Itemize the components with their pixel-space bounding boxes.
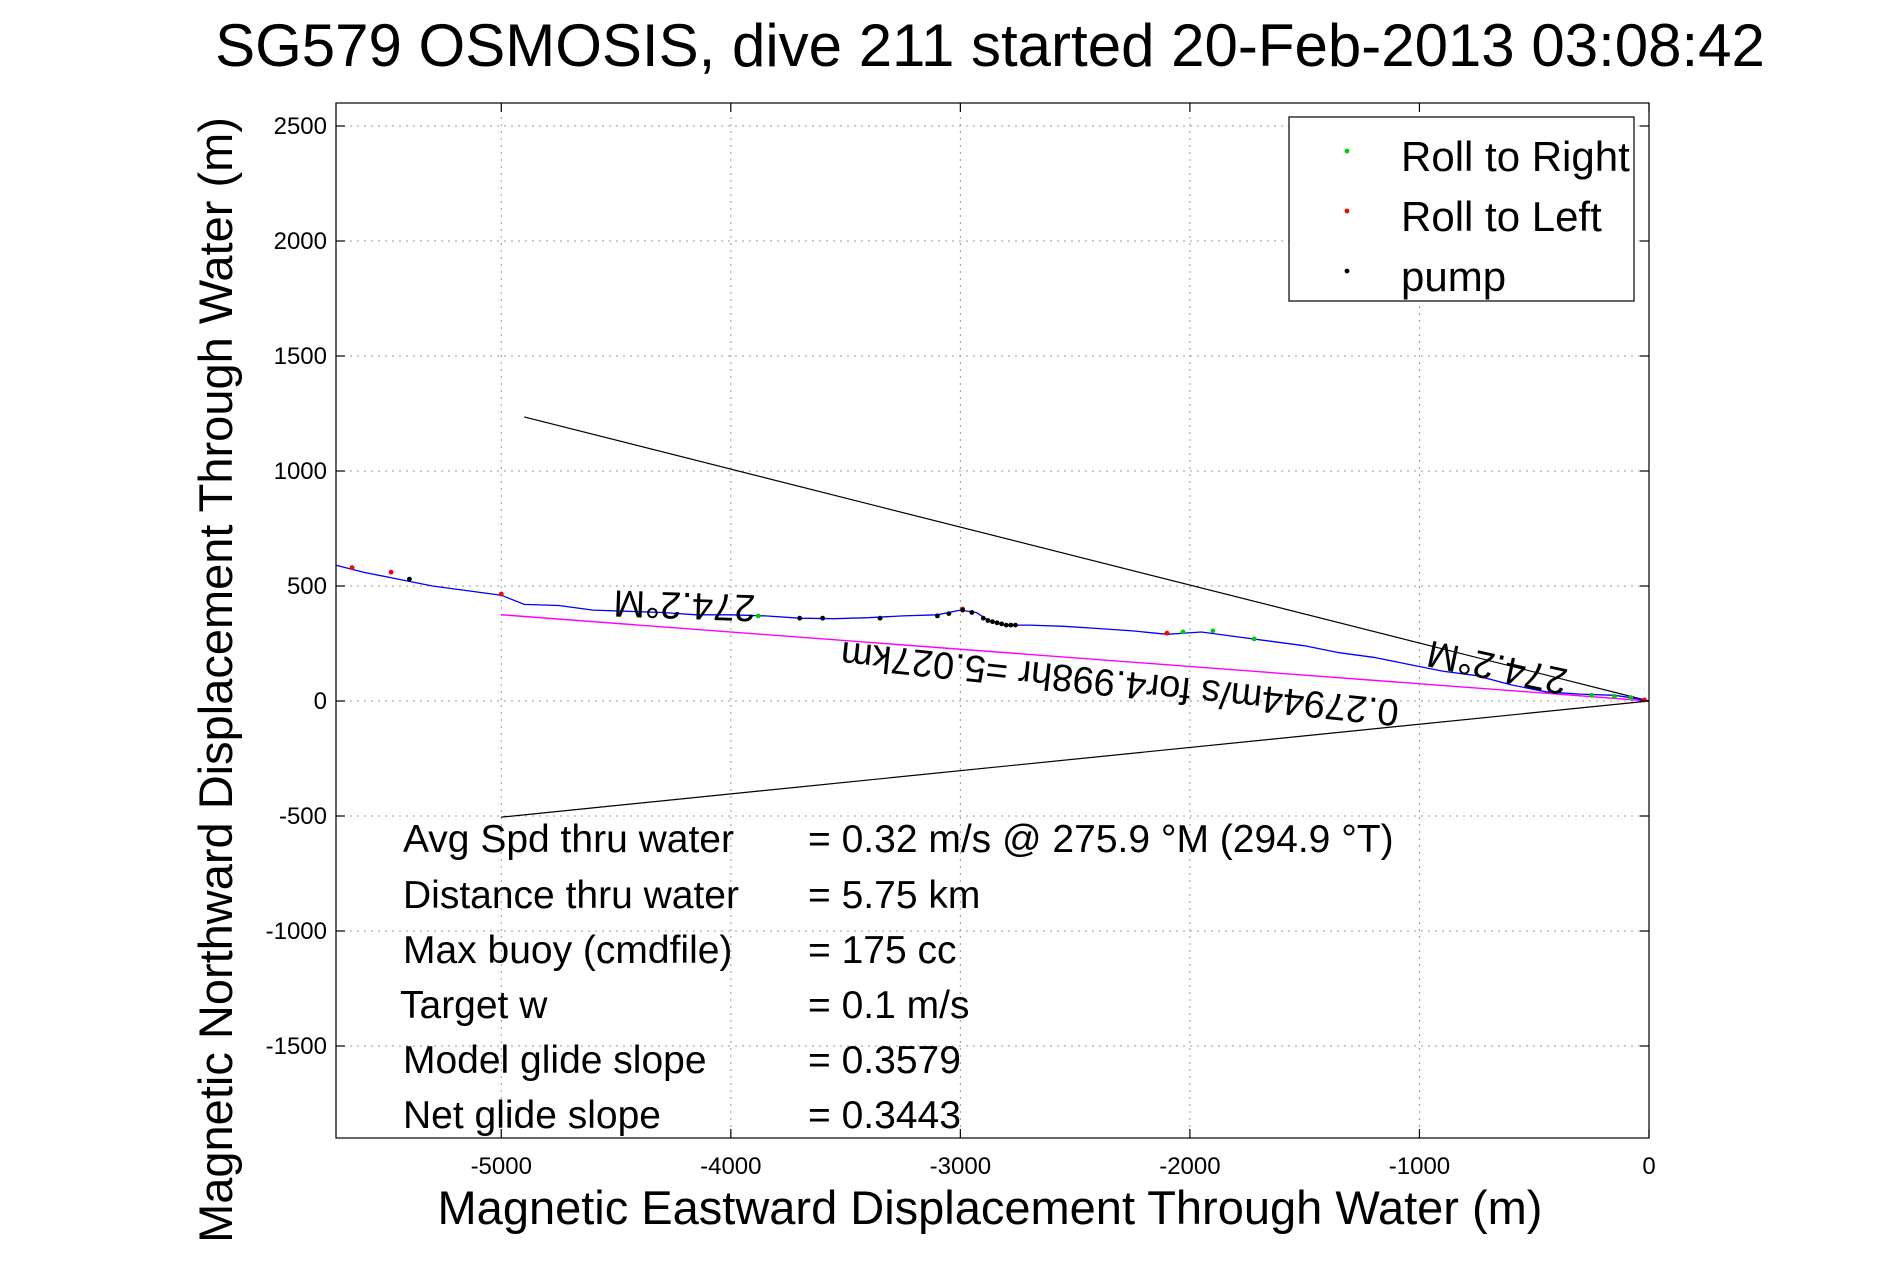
roll-right-point [1210,628,1216,634]
chart-title: SG579 OSMOSIS, dive 211 started 20-Feb-2… [215,12,1765,79]
net-displacement-line [501,614,1650,702]
pump-point [985,618,991,623]
pump-point [1013,622,1018,628]
legend-marker [1344,148,1350,154]
pump-point [935,613,940,619]
y-tick-label: -1000 [266,918,327,945]
pump-point [994,620,1000,626]
legend-label: Roll to Right [1401,133,1630,180]
x-tick-label: -4000 [700,1153,761,1180]
stat-label: Target w [400,984,548,1027]
pump-point [946,611,952,616]
x-tick-label: 0 [1642,1153,1655,1180]
roll-left-point [388,569,394,575]
roll-right-point [1251,636,1257,642]
roll-right-point [1612,694,1617,699]
pump-point [960,607,966,613]
cone-line-upper [524,416,1650,702]
stat-label: Distance thru water [403,874,739,917]
y-tick-label: 500 [287,573,327,600]
roll-right-point [1628,695,1634,700]
stat-label: Avg Spd thru water [403,818,734,861]
pump-point [1008,622,1014,628]
stat-value: = 0.32 m/s @ 275.9 °M (294.9 °T) [808,818,1394,861]
y-tick-label: -500 [279,803,327,830]
y-tick-label: 1500 [274,343,327,370]
x-tick-label: -1000 [1389,1153,1450,1180]
stat-value: = 0.3443 [808,1094,961,1137]
y-tick-label: 2000 [274,228,327,255]
pump-point [797,615,803,621]
stat-value: = 175 cc [808,929,957,972]
heading-cone-lines [501,416,1650,818]
y-tick-label: 0 [314,688,327,715]
x-tick-label: -5000 [471,1153,532,1180]
roll-left-point [498,591,504,597]
legend-entries: Roll to Right Roll to Left pump [1344,133,1630,300]
pump-point [1003,622,1009,628]
roll-right-point [755,613,761,619]
pump-point [969,610,975,615]
stat-value: = 5.75 km [808,874,980,917]
gridlines [336,103,1649,1138]
plot-frame [335,102,1650,1139]
stat-label: Max buoy (cmdfile) [403,929,732,972]
stats-annotations: Avg Spd thru water = 0.32 m/s @ 275.9 °M … [400,818,1394,1137]
x-tick-label: -3000 [930,1153,991,1180]
cone-line-lower [501,700,1650,818]
y-tick-label: 1000 [274,458,327,485]
legend: Roll to Right Roll to Left pump [1288,116,1635,302]
axis-ticks: -5000 -4000 -3000 -2000 -1000 0-1500-1000-500… [266,103,1656,1180]
pump-point [407,576,412,582]
stat-label: Net glide slope [403,1094,661,1137]
flipped-annotation: 274.2°M [613,581,756,628]
roll-left-point [1164,630,1170,636]
y-tick-label: -1500 [266,1033,327,1060]
pump-point [990,619,995,625]
y-tick-label: 2500 [274,113,327,140]
legend-label: pump [1401,253,1506,300]
y-axis-label: Magnetic Northward Displacement Through … [189,117,242,1243]
x-tick-label: -2000 [1159,1153,1220,1180]
stat-value: = 0.1 m/s [808,984,969,1027]
roll-left-point [349,565,355,570]
x-axis-label: Magnetic Eastward Displacement Through W… [438,1181,1543,1234]
pump-point [980,615,986,621]
marker-points [349,565,1647,703]
roll-right-point [1589,692,1595,698]
legend-marker [1344,268,1350,274]
legend-marker [1344,208,1350,214]
stat-value: = 0.3579 [808,1039,961,1082]
legend-label: Roll to Left [1401,193,1602,240]
roll-right-point [1180,629,1186,635]
net-displacement-segment [501,614,1650,702]
pump-point [999,621,1005,627]
pump-point [820,615,826,621]
pump-point [877,615,883,621]
stat-label: Model glide slope [403,1039,707,1082]
